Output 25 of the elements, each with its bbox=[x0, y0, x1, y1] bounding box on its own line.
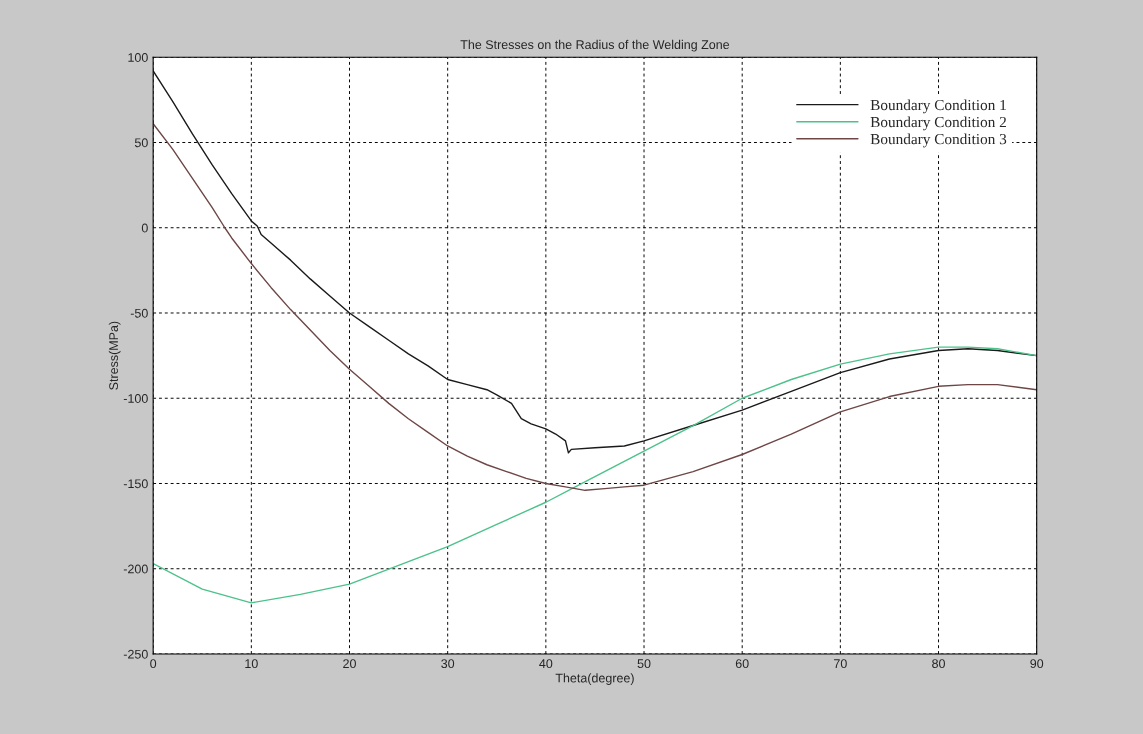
y-tick-label: -50 bbox=[130, 308, 148, 318]
y-tick-label: -200 bbox=[123, 564, 148, 574]
x-tick-label: 30 bbox=[441, 659, 455, 669]
chart-title: The Stresses on the Radius of the Welding Zone bbox=[460, 39, 730, 52]
x-tick-label: 70 bbox=[834, 659, 847, 669]
x-tick-label: 80 bbox=[932, 659, 945, 669]
x-axis-title: Theta(degree) bbox=[555, 673, 634, 685]
legend-label: Boundary Condition 1 bbox=[870, 99, 1006, 114]
x-tick-label: 20 bbox=[343, 659, 356, 669]
x-tick-label: 0 bbox=[150, 659, 157, 669]
y-axis-title: Stress(MPa) bbox=[108, 321, 121, 390]
y-tick-label: 100 bbox=[128, 53, 148, 62]
y-tick-label: 0 bbox=[141, 223, 148, 233]
x-tick-label: 10 bbox=[245, 659, 258, 669]
line-series bbox=[153, 346, 1037, 604]
x-tick-label: 90 bbox=[1030, 659, 1044, 669]
legend-label: Boundary Condition 2 bbox=[870, 116, 1006, 131]
y-tick-label: 50 bbox=[134, 138, 148, 148]
x-tick-label: 60 bbox=[735, 659, 749, 669]
y-tick-label: -100 bbox=[123, 394, 148, 403]
legend-label: Boundary Condition 3 bbox=[870, 133, 1007, 148]
x-tick-label: 40 bbox=[539, 659, 553, 669]
x-tick-label: 50 bbox=[637, 659, 651, 669]
y-tick-label: -250 bbox=[123, 649, 148, 659]
y-tick-label: -150 bbox=[123, 479, 148, 489]
